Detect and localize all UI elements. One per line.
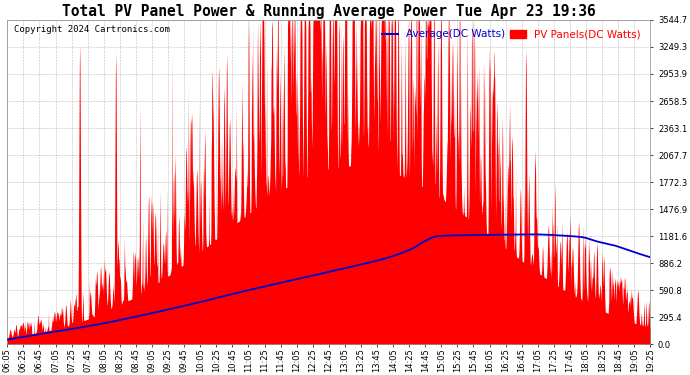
- Text: Copyright 2024 Cartronics.com: Copyright 2024 Cartronics.com: [14, 25, 170, 34]
- Legend: Average(DC Watts), PV Panels(DC Watts): Average(DC Watts), PV Panels(DC Watts): [378, 25, 645, 44]
- Title: Total PV Panel Power & Running Average Power Tue Apr 23 19:36: Total PV Panel Power & Running Average P…: [62, 3, 595, 19]
